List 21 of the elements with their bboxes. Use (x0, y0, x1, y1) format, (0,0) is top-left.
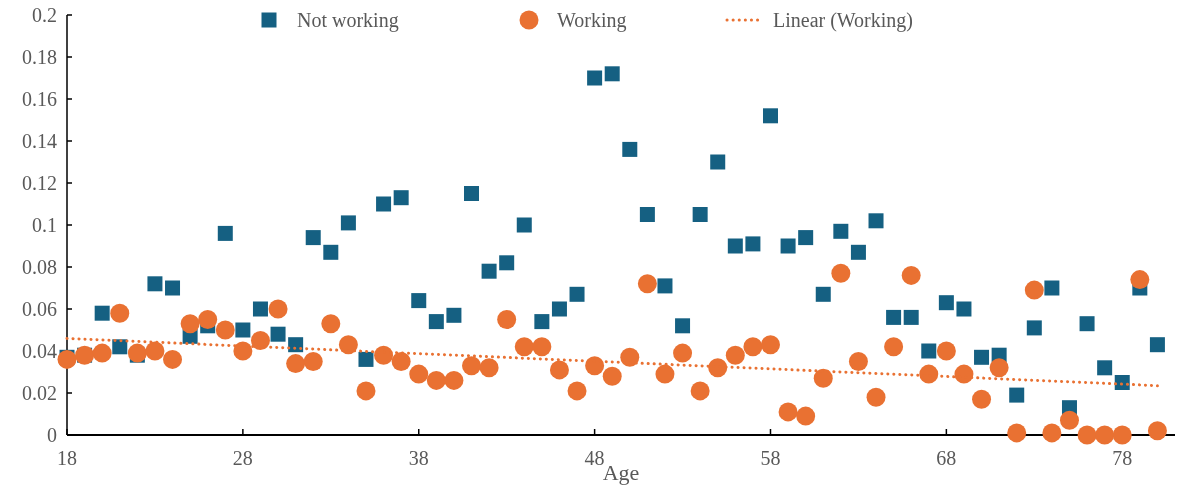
legend-label: Working (557, 9, 627, 32)
x-tick-label: 78 (1112, 447, 1133, 469)
y-tick-label: 0.02 (22, 382, 57, 404)
y-tick-label: 0.12 (22, 172, 57, 194)
y-tick-label: 0.06 (22, 298, 57, 320)
y-tick-label: 0.2 (32, 4, 57, 26)
y-tick-label: 0 (47, 424, 57, 446)
x-tick-label: 28 (232, 447, 253, 469)
x-tick-label: 18 (57, 447, 77, 469)
y-tick-label: 0.08 (22, 256, 57, 278)
y-tick-label: 0.18 (22, 46, 57, 68)
y-tick-label: 0.1 (32, 214, 57, 236)
y-tick-label: 0.16 (22, 88, 57, 110)
x-tick-label: 48 (584, 447, 605, 469)
y-tick-label: 0.04 (22, 340, 57, 362)
y-tick-label: 0.14 (22, 130, 57, 152)
legend-label: Not working (297, 9, 399, 32)
legend-label: Linear (Working) (773, 9, 913, 32)
x-tick-label: 68 (936, 447, 957, 469)
x-tick-label: 38 (408, 447, 429, 469)
x-tick-label: 58 (760, 447, 781, 469)
